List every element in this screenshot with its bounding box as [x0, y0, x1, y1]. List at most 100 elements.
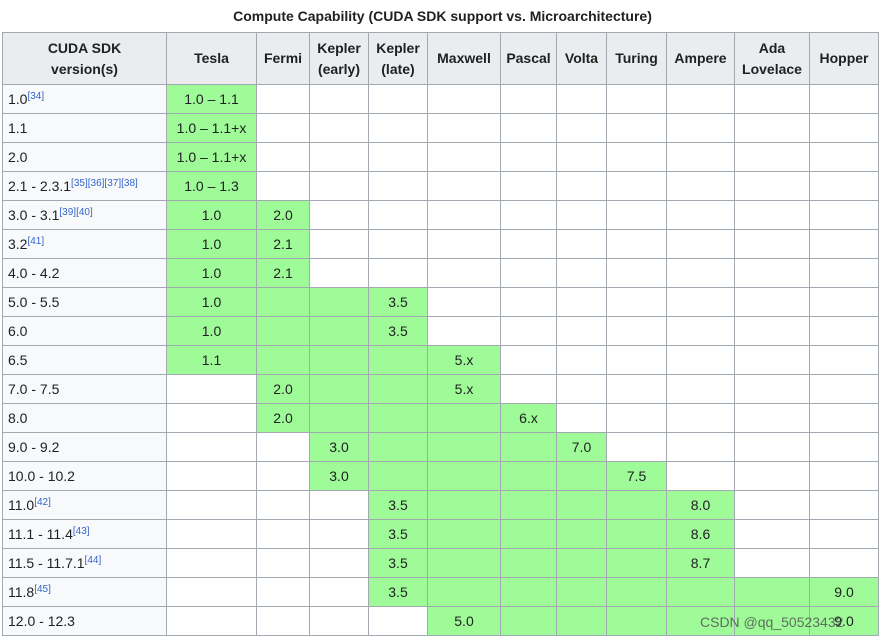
reference-link[interactable]: [39] [59, 207, 77, 218]
capability-cell [309, 606, 369, 636]
capability-cell [734, 577, 810, 607]
capability-cell: 7.0 [556, 432, 607, 462]
sdk-version-cell: 2.0 [2, 142, 167, 172]
capability-cell [809, 490, 879, 520]
capability-cell [309, 84, 369, 114]
reference-link[interactable]: [40] [76, 207, 93, 218]
sdk-version-label: 6.0 [8, 323, 28, 339]
reference-link[interactable]: [34] [27, 91, 45, 102]
capability-cell [734, 316, 810, 346]
column-header-fermi: Fermi [256, 32, 310, 85]
sdk-version-label: 2.0 [8, 149, 28, 165]
capability-cell [256, 490, 310, 520]
sdk-version-cell: 11.0[42] [2, 490, 167, 520]
table-row: 7.0 - 7.5 2.0 5.x [2, 374, 879, 404]
capability-cell [666, 577, 735, 607]
capability-cell [368, 374, 428, 404]
capability-cell [734, 287, 810, 317]
capability-cell [556, 200, 607, 230]
capability-cell: 8.6 [666, 519, 735, 549]
reference-link[interactable]: [38] [121, 178, 138, 189]
column-header-label: Volta [564, 50, 599, 66]
reference-link[interactable]: [36] [87, 178, 105, 189]
column-header-label: Maxwell [437, 50, 491, 66]
capability-cell: 1.0 – 1.1 [166, 84, 257, 114]
capability-cell [256, 287, 310, 317]
capability-cell [427, 432, 501, 462]
column-header-label: Pascal [506, 50, 551, 66]
capability-cell [666, 316, 735, 346]
capability-cell [606, 432, 667, 462]
capability-cell: 9.0 [809, 606, 879, 636]
capability-cell [256, 461, 310, 491]
reference-group: [45] [34, 584, 51, 595]
reference-group: [43] [73, 526, 90, 537]
capability-cell [427, 258, 501, 288]
capability-cell [666, 432, 735, 462]
capability-cell: 7.5 [606, 461, 667, 491]
capability-cell [666, 113, 735, 143]
table-row: 11.5 - 11.7.1[44] 3.5 8.7 [2, 548, 879, 578]
capability-cell: 8.7 [666, 548, 735, 578]
sdk-version-label: 7.0 - 7.5 [8, 381, 60, 397]
capability-cell [556, 287, 607, 317]
sdk-version-label: 1.1 [8, 120, 28, 136]
column-header-tesla: Tesla [166, 32, 257, 85]
capability-cell: 2.0 [256, 200, 310, 230]
capability-cell [606, 200, 667, 230]
capability-cell [500, 345, 557, 375]
capability-cell [606, 345, 667, 375]
capability-cell [809, 461, 879, 491]
capability-cell [556, 316, 607, 346]
table-row: 1.1 1.0 – 1.1+x [2, 113, 879, 143]
column-header-volta: Volta [556, 32, 607, 85]
capability-cell: 5.x [427, 345, 501, 375]
column-header-maxwell: Maxwell [427, 32, 501, 85]
capability-cell [309, 403, 369, 433]
capability-cell [500, 432, 557, 462]
capability-cell [368, 200, 428, 230]
reference-link[interactable]: [35] [71, 178, 88, 189]
capability-cell [809, 229, 879, 259]
capability-cell [500, 461, 557, 491]
capability-cell: 5.x [427, 374, 501, 404]
capability-cell [368, 345, 428, 375]
capability-cell [256, 84, 310, 114]
capability-cell [734, 113, 810, 143]
capability-cell [809, 84, 879, 114]
reference-link[interactable]: [42] [34, 497, 51, 508]
capability-cell [556, 461, 607, 491]
capability-cell: 1.0 [166, 200, 257, 230]
reference-link[interactable]: [44] [84, 555, 102, 566]
capability-cell [734, 142, 810, 172]
capability-cell [556, 577, 607, 607]
capability-cell: 8.0 [666, 490, 735, 520]
capability-cell [427, 577, 501, 607]
capability-cell: 3.5 [368, 490, 428, 520]
capability-cell [166, 403, 257, 433]
table-row: 3.2[41] 1.0 2.1 [2, 229, 879, 259]
capability-cell [666, 142, 735, 172]
capability-cell [734, 490, 810, 520]
capability-cell: 9.0 [809, 577, 879, 607]
capability-cell [166, 490, 257, 520]
capability-cell [166, 374, 257, 404]
capability-cell [368, 606, 428, 636]
capability-cell [556, 490, 607, 520]
reference-link[interactable]: [45] [34, 584, 51, 595]
reference-link[interactable]: [43] [72, 526, 90, 537]
watermark: CSDN @qq_50523432 [700, 614, 844, 630]
column-header-label: Turing [615, 50, 658, 66]
capability-cell: 5.0 [427, 606, 501, 636]
table-caption: Compute Capability (CUDA SDK support vs.… [233, 8, 652, 24]
sdk-version-label: 3.2 [8, 236, 28, 252]
capability-cell: 1.0 – 1.3 [166, 171, 257, 201]
sdk-version-cell: 7.0 - 7.5 [2, 374, 167, 404]
capability-cell [256, 316, 310, 346]
reference-link[interactable]: [41] [27, 236, 45, 247]
capability-cell [166, 577, 257, 607]
table-row: 12.0 - 12.3 5.0 9.0 [2, 606, 879, 636]
reference-link[interactable]: [37] [104, 178, 122, 189]
sdk-version-cell: 3.0 - 3.1[39][40] [2, 200, 167, 230]
table-row: 4.0 - 4.2 1.0 2.1 [2, 258, 879, 288]
